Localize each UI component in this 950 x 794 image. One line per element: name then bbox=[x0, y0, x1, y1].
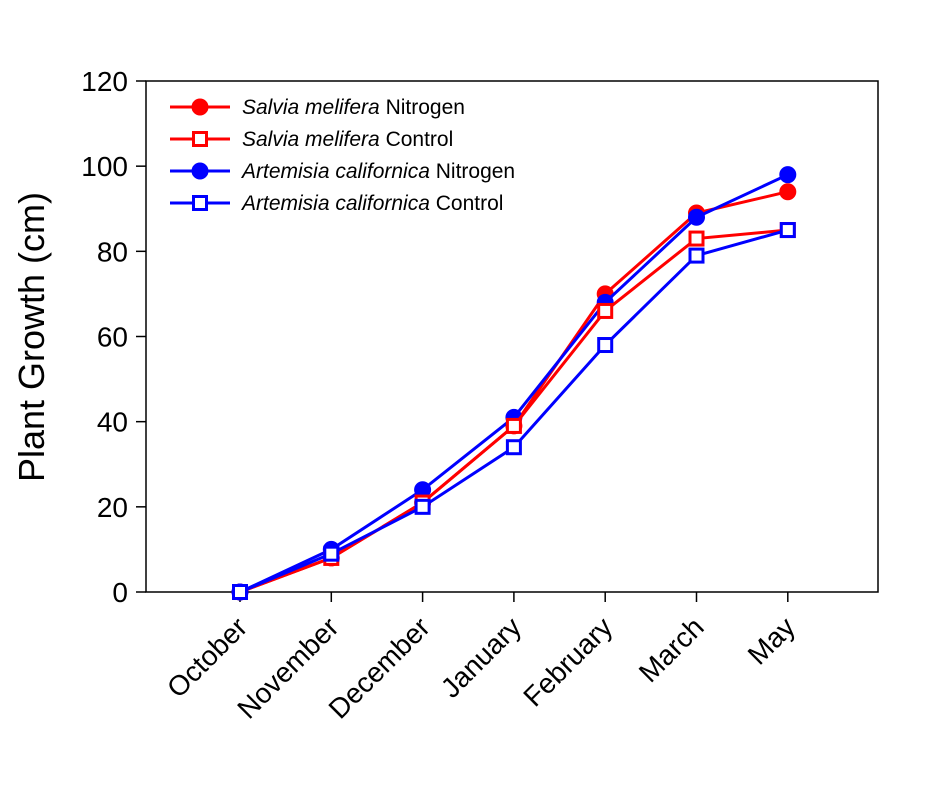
legend-marker bbox=[192, 131, 208, 147]
y-tick-label: 40 bbox=[97, 407, 128, 438]
x-tick-label: January bbox=[435, 611, 527, 703]
data-point bbox=[779, 222, 796, 239]
data-point bbox=[414, 498, 431, 515]
legend-treatment: Nitrogen bbox=[430, 160, 515, 183]
series-layer bbox=[231, 166, 797, 601]
x-tick-label: October bbox=[161, 611, 253, 703]
legend-species: Artemisia californica bbox=[240, 192, 430, 215]
legend-species: Artemisia californica bbox=[240, 160, 430, 183]
data-point bbox=[597, 302, 614, 319]
y-axis-label: Plant Growth (cm) bbox=[11, 192, 52, 482]
series-0 bbox=[231, 183, 797, 601]
legend-label: Salvia melifera Nitrogen bbox=[242, 96, 465, 119]
legend-entry: Salvia melifera Nitrogen bbox=[170, 96, 465, 119]
legend-treatment: Control bbox=[430, 192, 504, 215]
x-tick-label: May bbox=[742, 611, 801, 670]
legend-treatment: Nitrogen bbox=[380, 96, 465, 119]
y-tick-label: 100 bbox=[81, 151, 128, 182]
x-tick-label: February bbox=[517, 611, 618, 712]
legend-entry: Artemisia californica Control bbox=[170, 192, 503, 215]
data-point bbox=[597, 337, 614, 354]
legend-marker bbox=[191, 98, 209, 116]
y-tick-label: 120 bbox=[81, 66, 128, 97]
legend-species: Salvia melifera bbox=[242, 96, 380, 119]
legend-entry: Artemisia californica Nitrogen bbox=[170, 160, 515, 183]
legend-entry: Salvia melifera Control bbox=[170, 128, 453, 151]
data-point bbox=[779, 166, 797, 184]
legend-marker bbox=[191, 162, 209, 180]
data-point bbox=[779, 183, 797, 201]
y-tick-label: 0 bbox=[112, 577, 128, 608]
x-tick-label: March bbox=[633, 611, 710, 688]
legend-marker bbox=[192, 195, 208, 211]
y-tick-label: 60 bbox=[97, 322, 128, 353]
legend-species: Salvia melifera bbox=[242, 128, 380, 151]
data-point bbox=[505, 417, 522, 434]
data-point bbox=[323, 545, 340, 562]
legend-treatment: Control bbox=[380, 128, 454, 151]
legend-label: Salvia melifera Control bbox=[242, 128, 453, 151]
series-3 bbox=[232, 222, 796, 600]
y-axis-ticks: 0 20 40 60 80 100 120 bbox=[81, 66, 146, 608]
series-2 bbox=[231, 166, 797, 601]
data-point bbox=[505, 439, 522, 456]
legend-label: Artemisia californica Nitrogen bbox=[240, 160, 515, 183]
y-tick-label: 20 bbox=[97, 492, 128, 523]
data-point bbox=[232, 584, 248, 600]
data-point bbox=[688, 208, 705, 226]
y-tick-label: 80 bbox=[97, 236, 128, 267]
legend-label: Artemisia californica Control bbox=[240, 192, 503, 215]
plot-frame bbox=[145, 80, 879, 593]
data-point bbox=[688, 230, 705, 247]
data-point bbox=[688, 247, 705, 264]
